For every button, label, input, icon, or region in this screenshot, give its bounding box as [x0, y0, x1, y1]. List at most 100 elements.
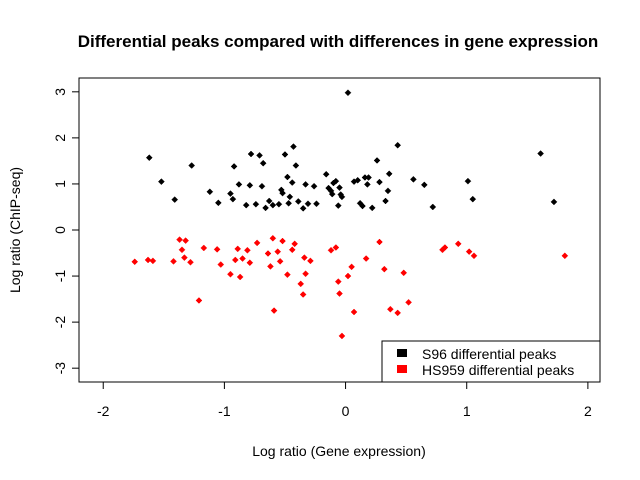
data-point — [368, 204, 376, 212]
data-point — [310, 182, 318, 190]
data-point — [281, 151, 289, 158]
x-tick-label: 2 — [584, 403, 592, 419]
data-point — [288, 246, 296, 254]
data-point — [299, 204, 307, 212]
data-point — [301, 254, 308, 261]
data-point — [469, 195, 477, 203]
data-point — [231, 256, 239, 264]
data-point — [279, 189, 286, 197]
data-point — [275, 200, 283, 208]
data-point — [291, 240, 299, 248]
data-point — [334, 278, 342, 285]
legend-box — [381, 340, 601, 383]
data-point — [276, 257, 284, 265]
data-point — [170, 257, 177, 265]
y-tick-label: 2 — [52, 134, 68, 142]
data-point — [464, 177, 472, 185]
data-point — [465, 248, 473, 256]
data-point — [178, 246, 186, 254]
y-tick-label: -2 — [52, 316, 68, 329]
data-point — [441, 244, 449, 251]
data-point — [229, 195, 237, 203]
legend-label-s96: S96 differential peaks — [422, 346, 556, 362]
data-point — [188, 162, 196, 169]
data-point — [279, 237, 286, 245]
data-point — [158, 178, 165, 185]
data-point — [292, 162, 300, 169]
data-point — [236, 273, 244, 281]
y-tick-label: 0 — [52, 226, 68, 234]
y-tick-label: 1 — [52, 180, 68, 188]
data-point — [234, 245, 242, 253]
data-point — [247, 150, 255, 158]
data-point — [322, 170, 330, 178]
x-tick-label: 1 — [463, 403, 471, 419]
data-points — [131, 89, 569, 340]
data-point — [288, 179, 296, 186]
data-point — [362, 255, 370, 262]
data-point — [382, 197, 389, 205]
data-point — [336, 290, 343, 297]
data-point — [302, 181, 309, 188]
data-point — [561, 252, 569, 260]
data-point — [145, 154, 153, 162]
data-point — [420, 181, 428, 189]
data-point — [269, 201, 277, 209]
data-point — [354, 176, 362, 184]
data-point — [294, 198, 302, 205]
data-point — [213, 245, 221, 253]
data-point — [227, 190, 234, 197]
y-axis-label: Log ratio (ChIP-seq) — [7, 167, 23, 293]
data-point — [327, 246, 335, 254]
data-point — [206, 188, 214, 196]
data-point — [307, 257, 314, 265]
data-point — [242, 201, 250, 209]
data-point — [217, 261, 225, 268]
data-point — [267, 263, 274, 270]
x-axis: -2 -1 0 1 2 — [97, 381, 592, 419]
data-point — [195, 297, 203, 304]
data-point — [470, 252, 478, 260]
data-point — [394, 141, 402, 149]
data-point — [410, 175, 417, 183]
data-point — [149, 257, 157, 265]
data-point — [304, 200, 312, 208]
y-tick-label: -3 — [52, 362, 68, 375]
data-point — [328, 190, 336, 198]
data-point — [334, 202, 342, 209]
data-point — [394, 309, 402, 317]
data-point — [380, 265, 388, 273]
data-point — [256, 152, 263, 159]
data-point — [259, 159, 267, 167]
data-point — [364, 181, 371, 188]
data-point — [144, 256, 152, 264]
x-tick-label: -1 — [218, 403, 231, 419]
x-tick-label: 0 — [342, 403, 350, 419]
data-point — [338, 332, 346, 340]
data-point — [429, 203, 437, 211]
data-point — [171, 196, 179, 203]
data-point — [285, 199, 292, 207]
x-axis-label: Log ratio (Gene expression) — [252, 443, 426, 459]
data-point — [344, 89, 352, 97]
data-point — [182, 237, 189, 244]
data-point — [302, 270, 309, 278]
data-point — [258, 182, 266, 190]
legend-label-hs959: HS959 differential peaks — [422, 362, 574, 378]
data-point — [537, 150, 544, 157]
data-point — [262, 204, 269, 212]
data-point — [348, 263, 355, 271]
data-point — [181, 254, 188, 261]
chart-title: Differential peaks compared with differe… — [78, 32, 599, 51]
x-tick-label: -2 — [97, 403, 110, 419]
data-point — [550, 198, 558, 206]
data-point — [290, 143, 297, 150]
data-point — [227, 270, 234, 278]
data-point — [253, 239, 261, 247]
data-point — [299, 291, 307, 298]
data-point — [336, 184, 343, 191]
y-tick-label: 3 — [52, 88, 68, 96]
legend-swatch-s96 — [397, 349, 407, 357]
data-point — [359, 202, 366, 210]
